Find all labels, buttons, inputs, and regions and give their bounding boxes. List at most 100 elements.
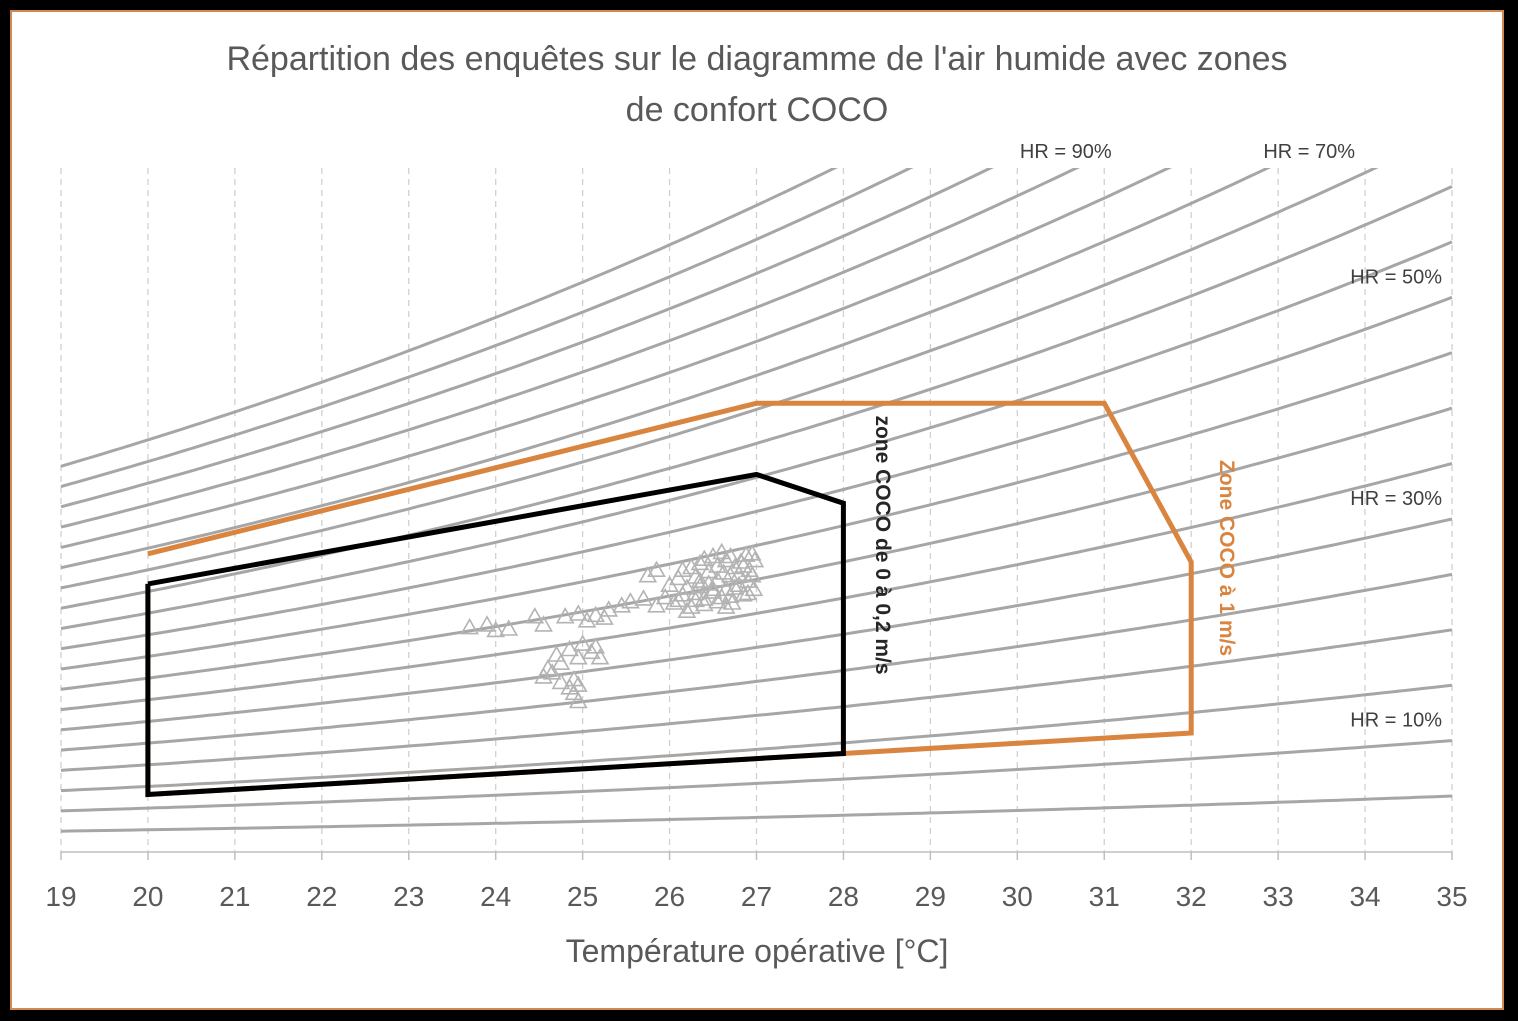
survey-point-0	[460, 617, 479, 635]
survey-point-49	[638, 566, 658, 583]
survey-point-12	[612, 596, 632, 613]
x-tick-label-22: 22	[306, 881, 337, 912]
rh-curves	[60, 168, 1453, 833]
survey-point-76	[547, 645, 566, 662]
rh-curve-10	[60, 739, 1453, 813]
survey-point-4	[525, 607, 545, 624]
x-tick-label-23: 23	[393, 881, 424, 912]
chart-title-line-1: Répartition des enquêtes sur le diagramm…	[226, 40, 1287, 78]
survey-point-43	[703, 546, 723, 564]
rh-curve-65	[60, 168, 1379, 590]
rh-curve-95	[60, 168, 838, 468]
x-axis: 19 20 21 22 23 24 25 26 27 28 29 30 31 32 33 34 35	[45, 851, 1468, 912]
zone-label-coco-1ms: Zone COCO à 1 m/s	[1215, 460, 1238, 656]
survey-point-14	[634, 589, 653, 606]
rh-curve-45	[60, 351, 1453, 671]
survey-point-58	[690, 571, 710, 588]
x-tick-label-32: 32	[1176, 881, 1207, 912]
rh-curve-50	[60, 295, 1453, 651]
x-tick-label-30: 30	[1002, 881, 1033, 912]
x-tick-label-29: 29	[915, 881, 946, 912]
survey-point-44	[712, 542, 732, 560]
survey-point-68	[721, 546, 740, 564]
survey-point-69	[703, 579, 723, 597]
survey-point-2	[486, 620, 506, 638]
survey-point-66	[708, 556, 727, 573]
survey-point-60	[729, 564, 749, 582]
survey-point-84	[564, 683, 584, 701]
rh-curve-85	[60, 168, 995, 509]
rh-label-90: HR = 90%	[1020, 141, 1112, 163]
rh-curve-20	[60, 628, 1453, 772]
x-tick-label-19: 19	[45, 881, 76, 912]
survey-point-19	[677, 601, 697, 619]
survey-point-54	[721, 586, 740, 604]
rh-curve-90	[60, 168, 914, 489]
x-tick-label-21: 21	[219, 881, 250, 912]
survey-point-67	[716, 550, 736, 568]
survey-point-80	[551, 672, 571, 690]
survey-point-62	[742, 566, 762, 583]
rh-curve-80	[60, 168, 1080, 529]
survey-point-63	[734, 556, 753, 573]
rh-curve-55	[60, 240, 1453, 630]
survey-point-6	[555, 607, 575, 624]
survey-point-3	[499, 619, 519, 636]
survey-point-73	[568, 648, 588, 665]
survey-point-15	[647, 596, 666, 613]
rh-label-10: HR = 10%	[1350, 710, 1442, 732]
survey-point-57	[668, 590, 688, 608]
rh-curve-40	[60, 406, 1453, 691]
x-tick-label-26: 26	[654, 881, 685, 912]
rh-curve-30	[60, 517, 1453, 732]
survey-point-39	[742, 544, 762, 561]
zone-label-coco-02ms: zone COCO de 0 à 0,2 m/s	[871, 415, 894, 674]
rh-curve-5	[60, 794, 1453, 833]
survey-point-17	[664, 593, 684, 610]
x-tick-label-27: 27	[741, 881, 772, 912]
survey-point-65	[694, 549, 714, 567]
survey-point-33	[729, 575, 749, 593]
rh-label-30: HR = 30%	[1350, 488, 1442, 510]
survey-point-61	[738, 583, 758, 601]
survey-point-85	[568, 691, 588, 709]
survey-point-10	[595, 608, 614, 625]
survey-point-41	[745, 550, 765, 568]
rh-label-70: HR = 70%	[1263, 141, 1355, 163]
survey-point-7	[568, 604, 588, 621]
survey-point-53	[716, 597, 736, 614]
survey-point-78	[534, 667, 553, 684]
rh-curve-75	[60, 168, 1173, 549]
survey-point-16	[655, 587, 675, 605]
rh-curve-25	[60, 572, 1453, 752]
rh-curve-70	[60, 168, 1272, 570]
survey-point-1	[477, 615, 497, 632]
survey-point-72	[581, 642, 601, 660]
survey-point-50	[647, 560, 666, 578]
survey-point-71	[573, 634, 592, 651]
survey-point-87	[586, 637, 606, 654]
x-tick-label-25: 25	[567, 881, 598, 912]
survey-point-9	[586, 605, 606, 623]
x-tick-label-35: 35	[1436, 881, 1467, 912]
survey-point-51	[699, 561, 719, 579]
rh-curve-60	[60, 185, 1453, 610]
x-tick-label-28: 28	[828, 881, 859, 912]
survey-point-13	[621, 592, 640, 609]
survey-point-8	[577, 611, 597, 628]
survey-point-70	[686, 590, 705, 608]
survey-point-42	[690, 553, 710, 571]
rh-labels: HR = 10% HR = 30% HR = 50% HR = 70% HR = 90%	[1020, 141, 1442, 732]
x-tick-label-33: 33	[1263, 881, 1294, 912]
survey-point-25	[703, 582, 723, 599]
survey-point-59	[725, 578, 745, 595]
x-tick-label-24: 24	[480, 881, 511, 912]
survey-point-64	[681, 557, 701, 575]
x-tick-label-34: 34	[1349, 881, 1380, 912]
survey-point-86	[590, 648, 610, 665]
survey-point-48	[668, 568, 688, 586]
survey-point-52	[708, 592, 727, 609]
survey-point-46	[686, 567, 705, 584]
survey-point-74	[560, 639, 579, 657]
